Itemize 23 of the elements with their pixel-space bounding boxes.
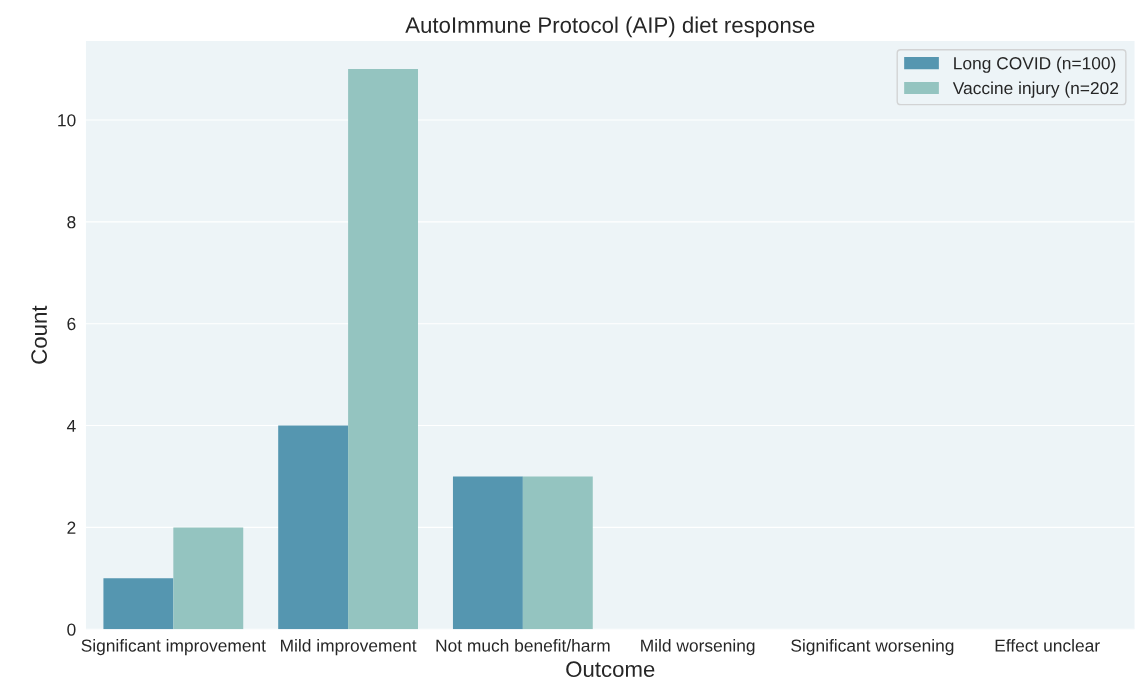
bar xyxy=(522,476,593,630)
bar xyxy=(348,69,418,630)
y-tick-label: 4 xyxy=(66,419,76,432)
legend-label: Long COVID (n=100) xyxy=(954,56,1116,73)
y-tick-label: 8 xyxy=(67,216,76,229)
y-axis-title: Count xyxy=(31,305,47,364)
bar xyxy=(278,425,349,630)
x-tick-label: Mild improvement xyxy=(281,639,417,656)
y-tick-label: 6 xyxy=(67,317,76,331)
x-tick-label: Significant improvement xyxy=(81,639,266,656)
bar xyxy=(173,527,244,630)
bar xyxy=(452,476,523,630)
y-tick-label: 10 xyxy=(58,114,76,127)
x-tick-label: Mild worsening xyxy=(641,639,755,656)
y-tick-label: 2 xyxy=(67,521,76,534)
x-tick-label: Effect unclear xyxy=(995,639,1100,652)
x-axis-title: Outcome xyxy=(566,661,655,678)
x-tick-label: Not much benefit/harm xyxy=(436,639,610,652)
bar xyxy=(103,578,174,630)
x-tick-label: Significant worsening xyxy=(791,639,954,656)
chart-title: AutoImmune Protocol (AIP) diet response xyxy=(405,16,815,38)
y-tick-label: 0 xyxy=(67,623,76,636)
legend-label: Vaccine injury (n=202 xyxy=(952,81,1119,98)
